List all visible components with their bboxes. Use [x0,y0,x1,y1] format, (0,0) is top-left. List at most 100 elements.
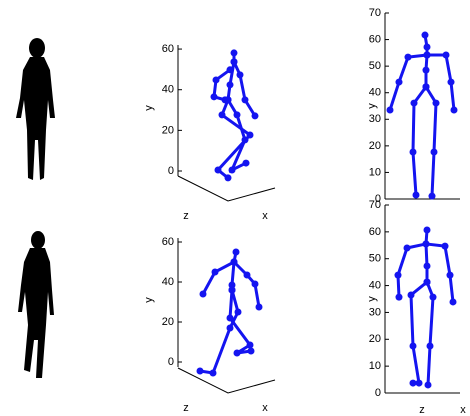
joint [241,136,249,144]
limb [424,86,438,197]
y-tick-label: 20 [369,140,381,152]
y-tick-label: 50 [369,60,381,72]
joint [218,111,226,119]
joint [410,99,418,107]
joint [423,278,431,286]
joint [232,248,240,256]
y-tick-label: 20 [162,316,174,328]
joint [246,341,254,349]
y-tick-label: 0 [375,193,381,205]
y-tick-label: 60 [162,236,174,248]
joint [441,242,449,250]
joint [421,31,429,39]
joint [409,342,417,350]
joint [449,298,457,306]
joint [429,293,437,301]
joint [255,303,263,311]
y-tick-label: 70 [369,199,381,211]
joint [394,271,402,279]
joint [199,290,207,298]
joint [424,381,432,389]
joint [230,58,238,66]
joint [247,347,255,355]
joint [209,369,217,377]
joint [428,192,436,200]
limb [411,85,428,196]
limb [424,229,429,283]
limb [388,53,428,111]
joint [403,244,411,252]
axes-box [177,175,276,394]
joint [386,106,394,114]
limb [232,61,257,117]
joint [224,174,232,182]
limb [212,68,231,102]
joint [407,291,415,299]
joint [230,258,238,266]
y-tick-label: 40 [162,84,174,96]
joint [422,240,430,248]
limb [396,242,427,298]
x-axis-label: x [460,404,466,416]
joint [224,96,232,104]
joint [423,51,431,59]
y-tick-label: 30 [369,306,381,318]
y-tick-label: 40 [162,276,174,288]
joint [423,262,431,270]
joint [395,78,403,86]
joint [446,271,454,279]
joint [423,43,431,51]
joint [246,131,254,139]
joint [422,83,430,91]
y-tick-label: 10 [369,360,381,372]
y-axis-label: y [143,297,155,303]
joint [409,148,417,156]
y-tick-label: 10 [369,166,381,178]
joint [233,349,241,357]
joint [450,106,458,114]
joint [430,148,438,156]
y-axis-label: y [366,103,378,109]
z-axis-label: z [419,404,425,416]
joint [210,93,218,101]
joint [395,293,403,301]
joint [415,379,423,387]
y-tick-label: 20 [162,124,174,136]
joint [211,268,219,276]
y-tick-label: 20 [369,333,381,345]
joint [432,99,440,107]
limb [423,34,429,87]
joint [212,76,220,84]
joint [422,66,430,74]
y-tick-label: 40 [369,87,381,99]
joint [214,166,222,174]
x-axis-label: x [262,402,268,414]
joint [228,281,236,289]
joint [241,96,249,104]
joint [234,308,242,316]
y-tick-label: 40 [369,279,381,291]
y-tick-label: 60 [369,33,381,45]
x-axis-label: x [262,210,268,222]
y-tick-label: 0 [168,165,174,177]
z-axis-label: z [183,210,189,222]
joint [404,53,412,61]
joint [423,226,431,234]
joint [412,191,420,199]
limb [226,52,236,101]
y-tick-label: 0 [168,356,174,368]
joint [230,49,238,57]
y-axis-label: y [366,296,378,302]
z-axis-label: z [183,402,189,414]
joint [236,71,244,79]
y-tick-label: 70 [369,7,381,19]
joint [226,81,234,89]
y-tick-label: 50 [369,253,381,265]
joint [251,112,259,120]
y-axis-label: y [143,105,155,111]
joint [226,314,234,322]
joint [243,271,251,279]
joint [447,78,455,86]
joint [426,342,434,350]
